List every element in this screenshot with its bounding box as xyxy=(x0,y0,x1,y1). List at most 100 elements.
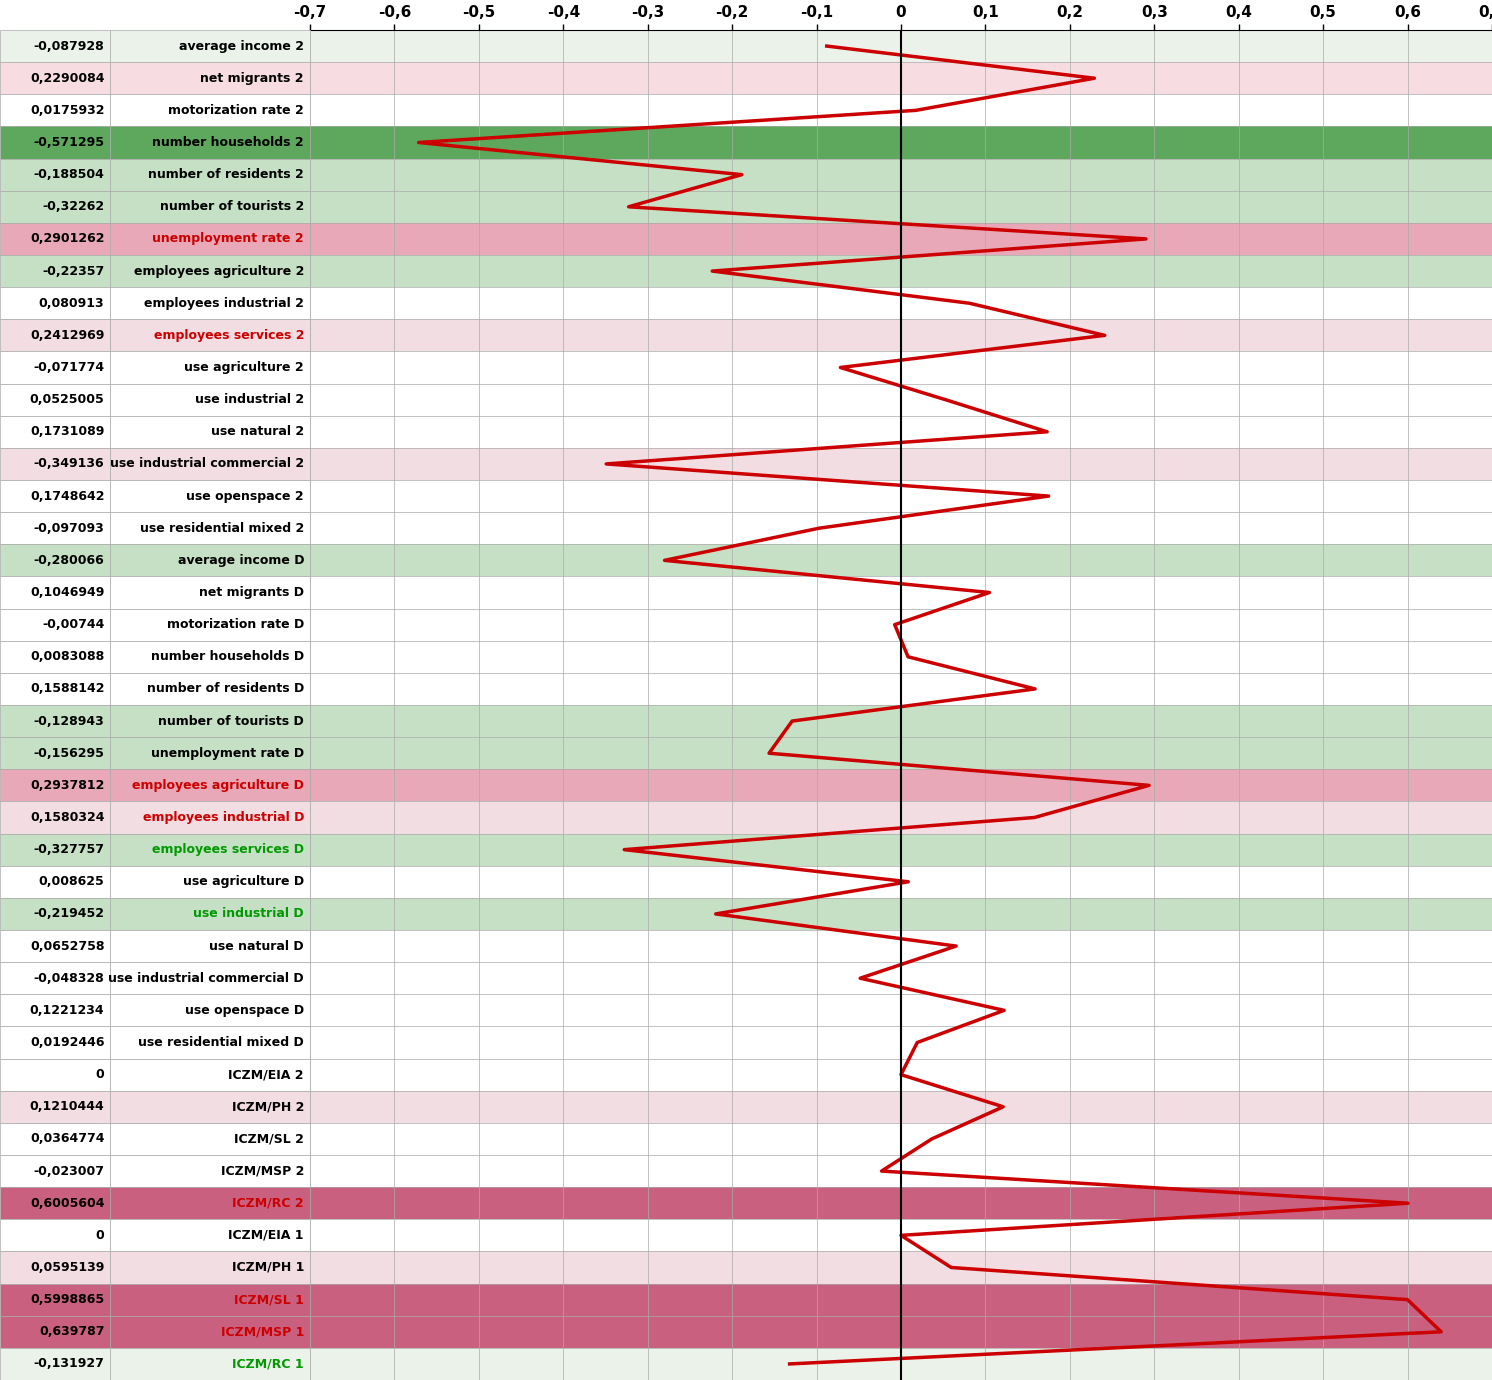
Text: employees industrial D: employees industrial D xyxy=(143,811,304,824)
Bar xyxy=(0,1348,110,1380)
Text: ICZM/PH 1: ICZM/PH 1 xyxy=(231,1261,304,1274)
Bar xyxy=(110,609,310,640)
Bar xyxy=(310,222,1492,255)
Bar xyxy=(110,480,310,512)
Bar xyxy=(310,705,1492,737)
Bar xyxy=(310,1348,1492,1380)
Bar xyxy=(110,190,310,222)
Text: number of tourists D: number of tourists D xyxy=(158,715,304,727)
Bar xyxy=(110,255,310,287)
Text: motorization rate D: motorization rate D xyxy=(167,618,304,631)
Text: -0,571295: -0,571295 xyxy=(33,137,104,149)
Bar xyxy=(110,1027,310,1058)
Bar xyxy=(310,802,1492,834)
Bar xyxy=(0,448,110,480)
Bar xyxy=(310,962,1492,994)
Bar xyxy=(110,640,310,673)
Bar xyxy=(0,512,110,544)
Text: employees services D: employees services D xyxy=(152,843,304,856)
Bar xyxy=(310,512,1492,544)
Bar xyxy=(0,865,110,898)
Text: use industrial commercial 2: use industrial commercial 2 xyxy=(110,457,304,471)
Text: 0,0192446: 0,0192446 xyxy=(30,1036,104,1049)
Text: ICZM/SL 1: ICZM/SL 1 xyxy=(234,1293,304,1305)
Bar xyxy=(310,94,1492,127)
Bar xyxy=(310,1058,1492,1090)
Bar xyxy=(310,609,1492,640)
Bar xyxy=(0,673,110,705)
Bar xyxy=(310,1315,1492,1348)
Text: 0,0175932: 0,0175932 xyxy=(30,104,104,117)
Bar xyxy=(0,834,110,865)
Text: use natural 2: use natural 2 xyxy=(210,425,304,439)
Text: 0,2937812: 0,2937812 xyxy=(30,778,104,792)
Bar xyxy=(0,190,110,222)
Text: 0,0525005: 0,0525005 xyxy=(30,393,104,406)
Text: ICZM/MSP 1: ICZM/MSP 1 xyxy=(221,1325,304,1339)
Bar xyxy=(0,287,110,319)
Bar xyxy=(110,930,310,962)
Bar xyxy=(310,1090,1492,1123)
Bar xyxy=(0,802,110,834)
Text: ICZM/SL 2: ICZM/SL 2 xyxy=(234,1133,304,1145)
Bar xyxy=(0,222,110,255)
Text: 0,0364774: 0,0364774 xyxy=(30,1133,104,1145)
Text: use residential mixed 2: use residential mixed 2 xyxy=(140,522,304,534)
Bar xyxy=(110,352,310,384)
Text: number households D: number households D xyxy=(151,650,304,664)
Bar xyxy=(310,673,1492,705)
Bar xyxy=(0,159,110,190)
Bar xyxy=(310,1123,1492,1155)
Bar xyxy=(0,1155,110,1187)
Bar xyxy=(110,62,310,94)
Text: -0,22357: -0,22357 xyxy=(42,265,104,277)
Text: -0,00744: -0,00744 xyxy=(42,618,104,631)
Bar xyxy=(110,769,310,802)
Text: number of residents D: number of residents D xyxy=(146,683,304,696)
Bar xyxy=(310,1027,1492,1058)
Text: -0,156295: -0,156295 xyxy=(34,747,104,760)
Text: average income 2: average income 2 xyxy=(179,40,304,52)
Text: net migrants 2: net migrants 2 xyxy=(200,72,304,84)
Bar xyxy=(310,287,1492,319)
Bar xyxy=(110,94,310,127)
Text: 0,0652758: 0,0652758 xyxy=(30,940,104,952)
Bar xyxy=(0,544,110,577)
Bar xyxy=(110,865,310,898)
Text: ICZM/PH 2: ICZM/PH 2 xyxy=(231,1100,304,1114)
Text: employees services 2: employees services 2 xyxy=(154,328,304,342)
Bar xyxy=(110,1315,310,1348)
Bar xyxy=(0,415,110,448)
Bar xyxy=(110,1348,310,1380)
Bar xyxy=(0,480,110,512)
Bar xyxy=(110,1283,310,1315)
Text: 0,1046949: 0,1046949 xyxy=(30,586,104,599)
Bar xyxy=(110,1155,310,1187)
Bar xyxy=(0,1027,110,1058)
Text: -0,327757: -0,327757 xyxy=(33,843,104,856)
Text: use industrial 2: use industrial 2 xyxy=(195,393,304,406)
Text: 0,2901262: 0,2901262 xyxy=(30,232,104,246)
Bar xyxy=(110,1123,310,1155)
Bar xyxy=(310,127,1492,159)
Bar xyxy=(0,640,110,673)
Text: 0: 0 xyxy=(95,1228,104,1242)
Bar xyxy=(110,1090,310,1123)
Text: ICZM/EIA 2: ICZM/EIA 2 xyxy=(228,1068,304,1081)
Bar xyxy=(0,1123,110,1155)
Bar xyxy=(110,448,310,480)
Text: unemployment rate D: unemployment rate D xyxy=(151,747,304,760)
Text: unemployment rate 2: unemployment rate 2 xyxy=(152,232,304,246)
Bar xyxy=(310,640,1492,673)
Text: use openspace 2: use openspace 2 xyxy=(186,490,304,502)
Text: 0,1731089: 0,1731089 xyxy=(30,425,104,439)
Text: -0,071774: -0,071774 xyxy=(33,362,104,374)
Bar xyxy=(310,994,1492,1027)
Bar xyxy=(310,480,1492,512)
Bar xyxy=(0,705,110,737)
Bar xyxy=(110,1252,310,1283)
Text: ICZM/EIA 1: ICZM/EIA 1 xyxy=(228,1228,304,1242)
Text: 0,5998865: 0,5998865 xyxy=(30,1293,104,1305)
Bar xyxy=(110,384,310,415)
Bar xyxy=(110,1187,310,1220)
